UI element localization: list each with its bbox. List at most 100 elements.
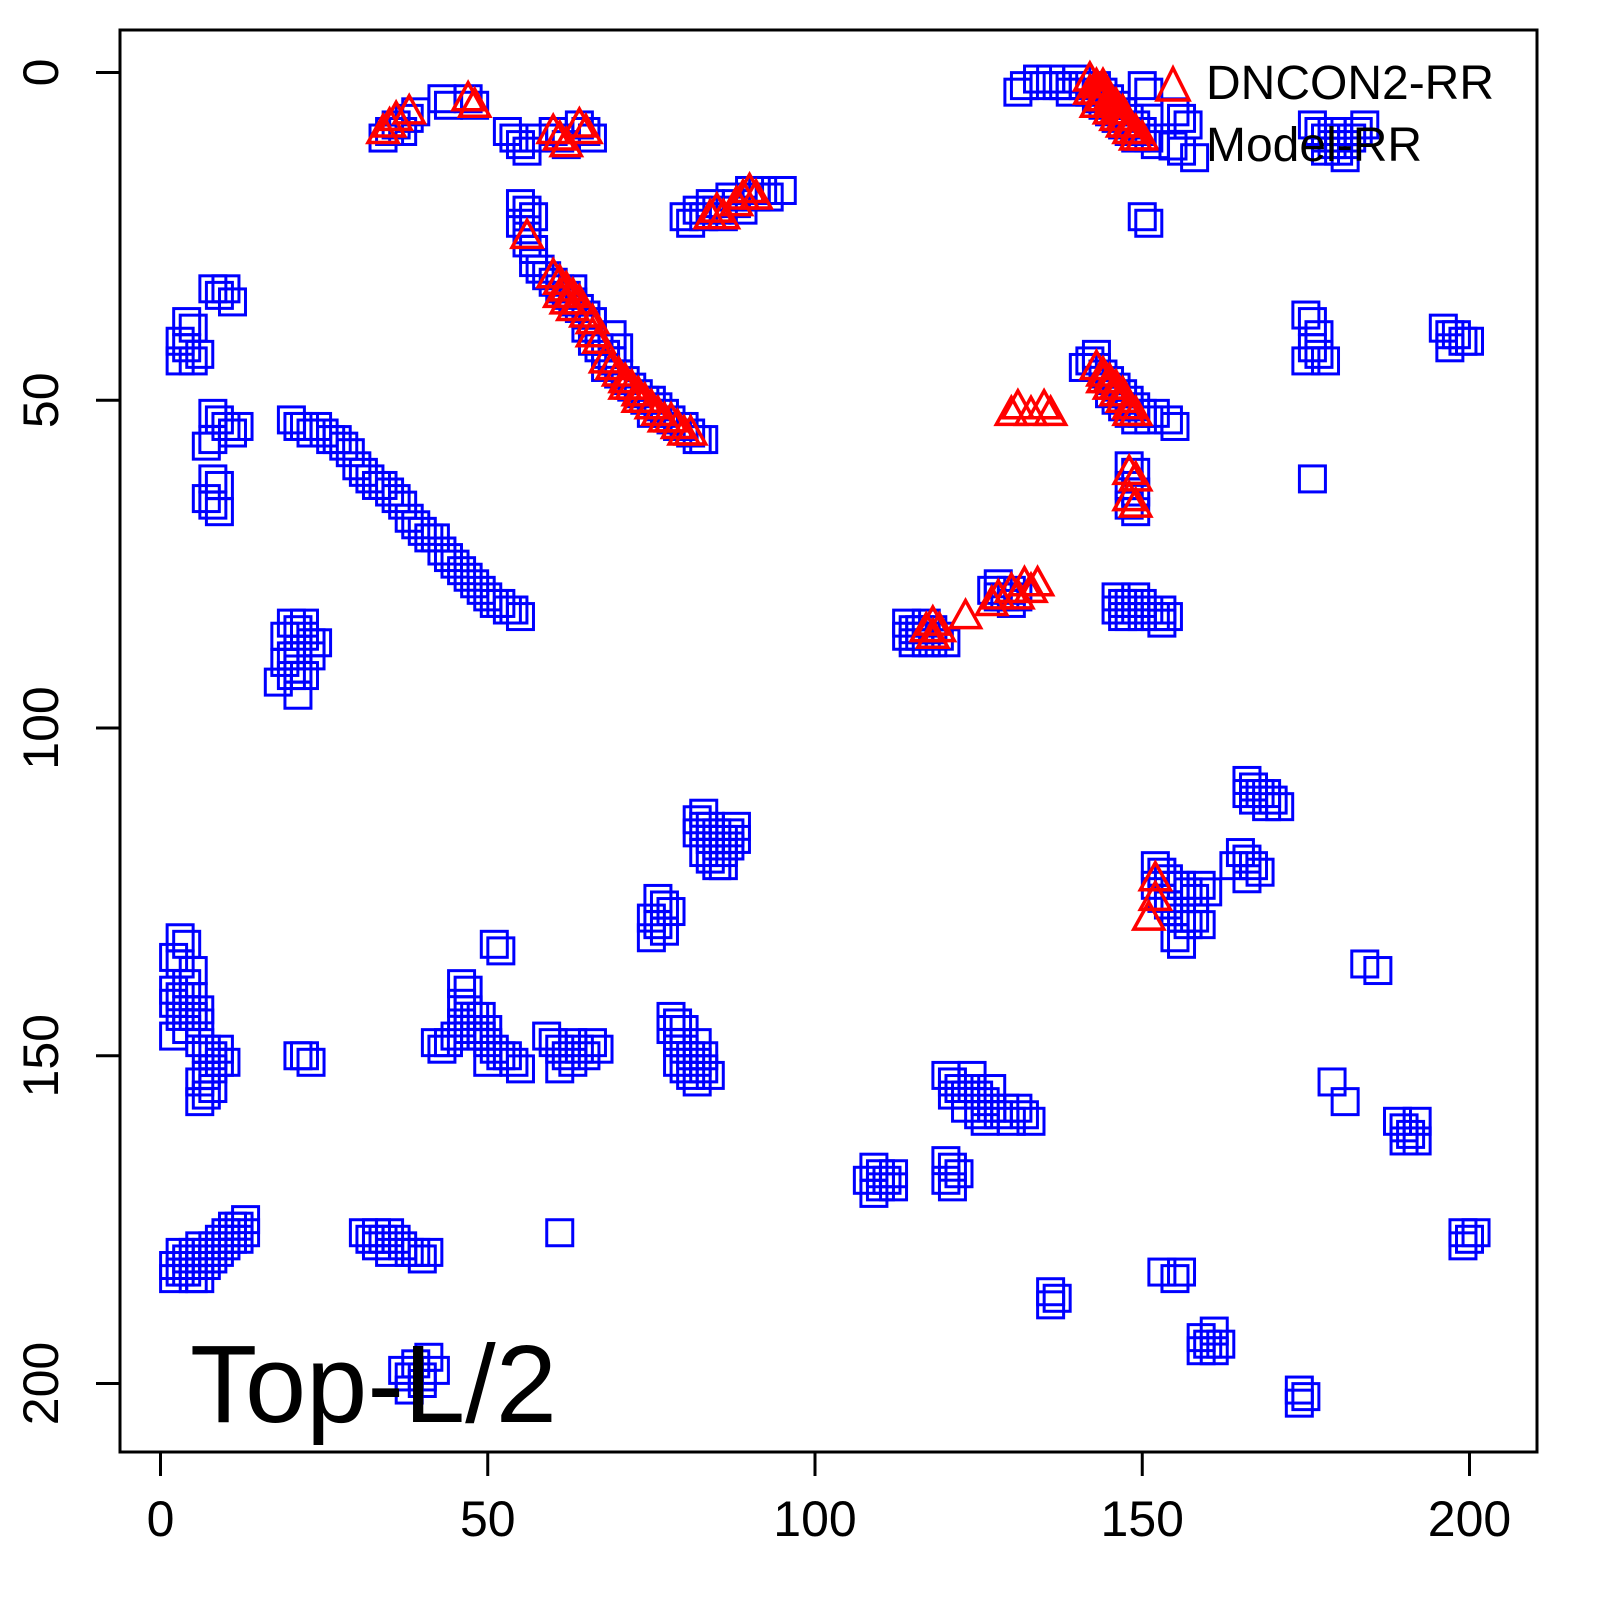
model-rr-point <box>224 1224 254 1254</box>
dncon2-rr-point <box>581 321 617 355</box>
model-rr-point <box>1258 785 1288 815</box>
plot-border <box>118 28 1539 1454</box>
model-rr-point <box>1206 1329 1236 1359</box>
model-rr-point <box>1134 208 1164 238</box>
model-rr-point <box>231 1218 261 1248</box>
model-rr-point <box>1160 411 1190 441</box>
dncon2-rr-point <box>535 256 572 289</box>
y-tick-label: 50 <box>13 372 69 428</box>
x-tick-label: 50 <box>460 1491 516 1547</box>
model-rr-point <box>1160 1264 1190 1294</box>
model-rr-point <box>879 1172 909 1202</box>
model-rr-point <box>185 339 215 369</box>
dncon2-rr-point <box>587 341 624 374</box>
model-rr-point <box>1455 1224 1484 1254</box>
model-rr-point <box>1291 346 1321 376</box>
model-rr-point <box>1153 405 1183 435</box>
model-rr-point <box>937 1152 967 1182</box>
model-rr-point <box>1291 1382 1321 1412</box>
dncon2-rr-point <box>1117 485 1154 518</box>
model-rr-point <box>204 497 234 527</box>
model-rr-point <box>1265 792 1295 822</box>
legend-label-dncon2-rr: DNCON2-RR <box>1206 57 1494 110</box>
model-rr-point <box>1199 1336 1229 1366</box>
model-rr-point <box>1186 910 1216 940</box>
dncon2-rr-point <box>574 301 611 335</box>
model-rr-point <box>289 1041 319 1071</box>
model-rr-point <box>407 1244 437 1274</box>
model-rr-point <box>1036 1290 1066 1320</box>
dncon2-rr-point <box>626 380 663 413</box>
model-rr-point <box>715 831 745 861</box>
dncon2-rr-point <box>620 374 657 407</box>
model-rr-point <box>1297 464 1327 494</box>
model-rr-point <box>296 1047 326 1077</box>
model-rr-point <box>1167 929 1197 959</box>
model-rr-point <box>433 1028 463 1058</box>
model-rr-point <box>1193 877 1223 907</box>
model-rr-point <box>584 1034 614 1064</box>
model-rr-point <box>165 923 195 953</box>
x-tick-label: 100 <box>773 1491 856 1547</box>
model-rr-point <box>721 824 751 854</box>
dncon2-rr-point <box>1117 393 1154 427</box>
model-rr-point <box>577 1028 607 1058</box>
dncon2-rr-point <box>1013 570 1049 604</box>
dncon2-rr-point <box>1124 118 1161 151</box>
model-rr-point <box>1134 123 1164 153</box>
model-rr-point <box>689 425 719 455</box>
model-rr-point <box>1167 103 1197 133</box>
model-rr-point <box>1147 608 1177 638</box>
dncon2-rr-point <box>993 393 1030 427</box>
dncon2-rr-point <box>594 347 631 381</box>
model-rr-point <box>486 936 516 966</box>
dncon2-rr-point <box>653 400 689 433</box>
model-rr-point <box>1311 346 1341 376</box>
y-tick-label: 200 <box>13 1342 69 1425</box>
model-rr-point <box>1009 1100 1039 1130</box>
y-tick-label: 0 <box>13 59 69 87</box>
model-rr-point <box>427 84 457 114</box>
model-rr-point <box>872 1165 902 1195</box>
model-rr-point <box>695 1060 725 1090</box>
dncon2-rr-point <box>607 360 644 394</box>
model-rr-point <box>1127 202 1157 232</box>
dncon2-rr-point <box>378 98 415 132</box>
dncon2-rr-point <box>554 275 591 309</box>
model-rr-point <box>198 464 228 494</box>
model-rr-point <box>191 1080 221 1110</box>
y-tick-label: 150 <box>13 1014 69 1097</box>
model-rr-point <box>944 1159 974 1189</box>
legend: DNCON2-RR Model-RR <box>1150 56 1494 174</box>
model-rr-point <box>185 995 215 1025</box>
model-rr-point <box>1042 1283 1072 1313</box>
dncon2-rr-point <box>738 177 775 210</box>
model-rr-point <box>656 897 686 927</box>
model-rr-point <box>1153 602 1183 632</box>
dncon2-rr-point <box>391 92 428 125</box>
model-rr-point <box>283 680 313 710</box>
legend-item-model-rr: Model-RR <box>1150 118 1494 174</box>
model-rr-point <box>1330 1087 1360 1117</box>
dncon2-rr-point <box>1137 859 1174 892</box>
model-rr-point <box>217 287 247 317</box>
model-rr-point <box>1284 1388 1314 1418</box>
model-rr-point <box>1186 870 1216 900</box>
model-rr-point <box>1219 851 1249 881</box>
dncon2-rr-point <box>1130 898 1167 931</box>
model-rr-point <box>479 929 509 959</box>
model-rr-point <box>1455 326 1484 356</box>
dncon2-rr-point <box>633 387 670 420</box>
dncon2-rr-point <box>672 413 709 446</box>
model-rr-point <box>1402 1126 1432 1156</box>
model-rr-point <box>224 411 254 441</box>
model-rr-point <box>165 346 195 376</box>
model-rr-point <box>545 1218 575 1248</box>
dncon2-rr-point <box>980 577 1017 610</box>
legend-label-model-rr: Model-RR <box>1206 119 1423 172</box>
model-rr-point <box>767 175 797 205</box>
model-rr-point <box>1363 956 1393 986</box>
dncon2-rr-point <box>1026 387 1063 420</box>
dncon2-rr-point <box>574 315 611 348</box>
